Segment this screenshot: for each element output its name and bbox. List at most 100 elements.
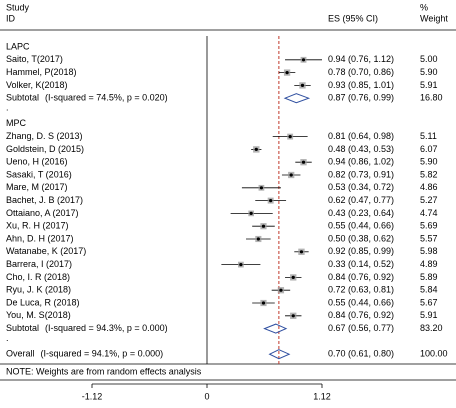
point-estimate bbox=[300, 83, 305, 87]
weight-label: 5.91 bbox=[420, 310, 438, 320]
weight-label: 5.69 bbox=[420, 221, 438, 231]
pooled-diamond bbox=[263, 323, 288, 334]
row-label: Subtotal bbox=[6, 93, 39, 103]
study-label: Mare, M (2017) bbox=[6, 182, 68, 192]
study-label: Sasaki, T (2016) bbox=[6, 169, 72, 179]
study-label: Ahn, D. H (2017) bbox=[6, 233, 74, 243]
row-label: Subtotal bbox=[6, 323, 39, 333]
study-label: Bachet, J. B (2017) bbox=[6, 195, 83, 205]
note: NOTE: Weights are from random effects an… bbox=[6, 366, 202, 376]
study-label: Ottaiano, A (2017) bbox=[6, 208, 79, 218]
es-label: 0.87 (0.76, 0.99) bbox=[328, 93, 394, 103]
es-label: 0.78 (0.70, 0.86) bbox=[328, 67, 394, 77]
weight-label: 5.57 bbox=[420, 233, 438, 243]
es-label: 0.93 (0.85, 1.01) bbox=[328, 80, 394, 90]
es-label: 0.55 (0.44, 0.66) bbox=[328, 221, 394, 231]
es-label: 0.72 (0.63, 0.81) bbox=[328, 285, 394, 295]
pooled-diamond bbox=[283, 93, 311, 104]
study-label: Hammel, P(2018) bbox=[6, 67, 77, 77]
point-estimate bbox=[291, 275, 295, 279]
weight-label: 4.89 bbox=[420, 259, 438, 269]
weight-label: 100.00 bbox=[420, 349, 448, 359]
es-label: 0.43 (0.23, 0.64) bbox=[328, 208, 394, 218]
es-label: 0.84 (0.76, 0.92) bbox=[328, 272, 394, 282]
header-es: ES (95% CI) bbox=[328, 13, 378, 23]
study-label: Zhang, D. S (2013) bbox=[6, 131, 83, 141]
point-estimate bbox=[239, 263, 243, 267]
es-label: 0.62 (0.47, 0.77) bbox=[328, 195, 394, 205]
es-label: 0.94 (0.76, 1.12) bbox=[328, 54, 394, 64]
study-label: Volker, K(2018) bbox=[6, 80, 68, 90]
separator: . bbox=[6, 333, 9, 343]
point-estimate bbox=[291, 314, 295, 318]
study-label: You, M. S(2018) bbox=[6, 310, 71, 320]
weight-label: 5.00 bbox=[420, 54, 438, 64]
weight-label: 5.27 bbox=[420, 195, 438, 205]
es-label: 0.53 (0.34, 0.72) bbox=[328, 182, 394, 192]
study-label: Cho, I. R (2018) bbox=[6, 272, 70, 282]
row-label: Overall bbox=[6, 349, 35, 359]
es-label: 0.48 (0.43, 0.53) bbox=[328, 144, 394, 154]
header-weight: Weight bbox=[420, 13, 448, 23]
x-tick-label: 1.12 bbox=[313, 391, 331, 401]
weight-label: 5.82 bbox=[420, 169, 438, 179]
point-estimate bbox=[259, 186, 264, 190]
weight-label: 5.90 bbox=[420, 157, 438, 167]
header-id: ID bbox=[6, 13, 16, 23]
separator: . bbox=[6, 102, 9, 112]
es-label: 0.55 (0.44, 0.66) bbox=[328, 297, 394, 307]
point-estimate bbox=[256, 237, 260, 241]
row-stats: (I-squared = 94.1%, p = 0.000) bbox=[41, 349, 164, 359]
study-label: De Luca, R (2018) bbox=[6, 297, 80, 307]
es-label: 0.33 (0.14, 0.52) bbox=[328, 259, 394, 269]
point-estimate bbox=[261, 301, 266, 305]
es-label: 0.84 (0.76, 0.92) bbox=[328, 310, 394, 320]
study-label: Barrera, I (2017) bbox=[6, 259, 72, 269]
es-label: 0.94 (0.86, 1.02) bbox=[328, 157, 394, 167]
weight-label: 16.80 bbox=[420, 93, 443, 103]
es-label: 0.82 (0.73, 0.91) bbox=[328, 169, 394, 179]
point-estimate bbox=[269, 199, 273, 203]
es-label: 0.67 (0.56, 0.77) bbox=[328, 323, 394, 333]
point-estimate bbox=[301, 160, 306, 164]
es-label: 0.50 (0.38, 0.62) bbox=[328, 233, 394, 243]
point-estimate bbox=[289, 173, 293, 177]
weight-label: 5.11 bbox=[420, 131, 437, 141]
row-stats: (I-squared = 94.3%, p = 0.000) bbox=[45, 323, 168, 333]
weight-label: 4.74 bbox=[420, 208, 438, 218]
study-label: Goldstein, D (2015) bbox=[6, 144, 84, 154]
study-label: Ryu, J. K (2018) bbox=[6, 285, 71, 295]
weight-label: 5.67 bbox=[420, 297, 438, 307]
weight-label: 5.90 bbox=[420, 67, 438, 77]
study-label: Watanabe, K (2017) bbox=[6, 246, 86, 256]
row-stats: (I-squared = 74.5%, p = 0.020) bbox=[45, 93, 168, 103]
point-estimate bbox=[301, 58, 306, 62]
point-estimate bbox=[254, 147, 258, 151]
header-pct: % bbox=[420, 2, 428, 12]
study-label: Xu, R. H (2017) bbox=[6, 221, 69, 231]
weight-label: 4.86 bbox=[420, 182, 438, 192]
weight-label: 5.91 bbox=[420, 80, 438, 90]
study-label: Ueno, H (2016) bbox=[6, 157, 68, 167]
point-estimate bbox=[261, 224, 266, 228]
x-tick-label: -1.12 bbox=[82, 391, 103, 401]
es-label: 0.70 (0.61, 0.80) bbox=[328, 349, 394, 359]
study-label: Saito, T(2017) bbox=[6, 54, 63, 64]
weight-label: 5.89 bbox=[420, 272, 438, 282]
point-estimate bbox=[279, 288, 283, 292]
group-label: LAPC bbox=[6, 41, 30, 51]
point-estimate bbox=[299, 250, 304, 254]
point-estimate bbox=[288, 135, 292, 139]
weight-label: 5.84 bbox=[420, 285, 438, 295]
weight-label: 6.07 bbox=[420, 144, 438, 154]
weight-label: 83.20 bbox=[420, 323, 443, 333]
header-study: Study bbox=[6, 2, 30, 12]
point-estimate bbox=[285, 71, 289, 75]
point-estimate bbox=[249, 211, 253, 215]
es-label: 0.92 (0.85, 0.99) bbox=[328, 246, 394, 256]
x-tick-label: 0 bbox=[204, 391, 209, 401]
weight-label: 5.98 bbox=[420, 246, 438, 256]
group-label: MPC bbox=[6, 118, 27, 128]
es-label: 0.81 (0.64, 0.98) bbox=[328, 131, 394, 141]
